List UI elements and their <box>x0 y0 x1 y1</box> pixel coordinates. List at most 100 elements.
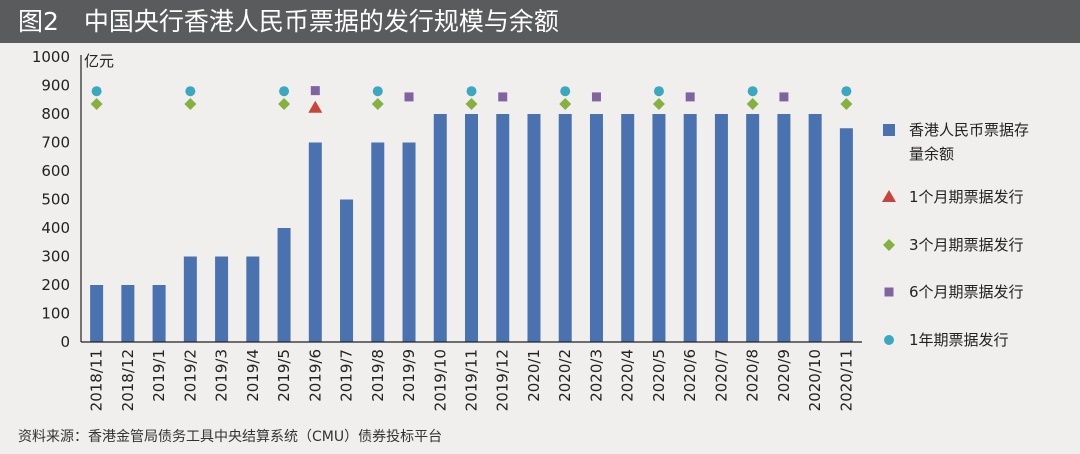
balance-bar <box>839 128 853 342</box>
x-axis-ticks: 2018/11 2018/12 2019/1 2019/2 2019/3 2019/4 20… <box>88 349 856 411</box>
three-month-issuance-marker <box>652 98 665 111</box>
x-tick-label: 2019/5 <box>275 349 293 402</box>
legend-label: 6个月期票据发行 <box>909 283 1024 301</box>
y-tick-label: 200 <box>41 276 70 294</box>
balance-bar <box>465 114 478 342</box>
balance-bar <box>621 114 635 342</box>
legend-six-month-issuance-swatch <box>884 287 894 297</box>
y-tick-label: 400 <box>41 219 70 237</box>
balance-bar <box>558 114 572 342</box>
legend-label: 香港人民币票据存 <box>909 121 1029 139</box>
six-month-issuance-marker <box>779 92 789 102</box>
x-tick-label: 2019/10 <box>431 349 449 411</box>
source-note: 资料来源：香港金管局债务工具中央结算系统（CMU）债券投标平台 <box>18 429 443 445</box>
balance-bar <box>652 114 666 342</box>
legend-three-month-issuance-swatch <box>883 239 895 251</box>
x-tick-label: 2020/1 <box>525 349 543 402</box>
y-axis-unit-label: 亿元 <box>84 52 114 70</box>
balance-bar <box>277 228 291 342</box>
y-tick-label: 0 <box>60 333 70 351</box>
x-tick-label: 2019/1 <box>150 349 168 402</box>
six-month-issuance-marker <box>591 92 601 102</box>
balance-bar <box>746 114 760 342</box>
x-tick-label: 2020/7 <box>712 349 730 402</box>
legend-label: 3个月期票据发行 <box>909 236 1024 254</box>
balance-bar <box>90 285 104 342</box>
balance-bar <box>527 114 541 342</box>
six-month-issuance-marker <box>498 92 508 102</box>
three-month-issuance-marker <box>184 98 197 111</box>
one-year-issuance-marker <box>279 86 290 97</box>
balance-bar <box>402 142 416 342</box>
y-tick-label: 600 <box>41 162 70 180</box>
balance-bar <box>246 256 260 342</box>
x-tick-label: 2020/10 <box>806 349 824 411</box>
balance-bar <box>371 142 385 342</box>
x-tick-label: 2018/11 <box>88 349 106 411</box>
x-tick-label: 2019/7 <box>338 349 356 402</box>
legend-one-month-issuance-swatch <box>882 190 896 202</box>
balance-bar <box>496 114 510 342</box>
one-year-issuance-marker <box>560 86 571 97</box>
y-tick-label: 900 <box>41 77 70 95</box>
y-tick-label: 700 <box>41 134 70 152</box>
legend-label: 1年期票据发行 <box>909 331 1009 349</box>
three-month-issuance-marker <box>90 98 103 111</box>
legend-one-year-issuance-swatch <box>884 335 894 345</box>
x-tick-label: 2019/12 <box>494 349 512 411</box>
six-month-issuance-marker <box>310 86 320 96</box>
x-tick-label: 2020/4 <box>619 349 637 402</box>
six-month-issuance-marker <box>404 92 414 102</box>
balance-bar <box>808 114 822 342</box>
three-month-issuance-marker <box>840 98 853 111</box>
three-month-issuance-marker <box>746 98 759 111</box>
balance-bar <box>308 142 322 342</box>
x-tick-label: 2020/6 <box>681 349 699 402</box>
balance-bar <box>589 114 603 342</box>
x-tick-label: 2019/3 <box>213 349 231 402</box>
issuance-markers <box>90 86 853 113</box>
y-tick-label: 800 <box>41 105 70 123</box>
y-tick-label: 100 <box>41 305 70 323</box>
title-bar: 图2 中国央行香港人民币票据的发行规模与余额 <box>0 0 1080 43</box>
x-tick-label: 2020/11 <box>837 349 855 411</box>
x-tick-label: 2019/11 <box>463 349 481 411</box>
one-month-issuance-marker <box>308 100 323 113</box>
x-tick-label: 2019/4 <box>244 349 262 402</box>
x-tick-label: 2019/6 <box>306 349 324 402</box>
three-month-issuance-marker <box>371 98 384 111</box>
balance-bar <box>152 285 166 342</box>
balance-bar <box>714 114 728 342</box>
chart-title: 图2 中国央行香港人民币票据的发行规模与余额 <box>18 7 559 36</box>
three-month-issuance-marker <box>278 98 291 111</box>
balance-bar <box>215 256 229 342</box>
one-year-issuance-marker <box>466 86 477 97</box>
one-year-issuance-marker <box>841 86 852 97</box>
x-tick-label: 2020/8 <box>744 349 762 402</box>
bar-series <box>90 114 853 342</box>
x-tick-label: 2019/8 <box>369 349 387 402</box>
y-tick-label: 1000 <box>32 48 70 66</box>
balance-bar <box>777 114 791 342</box>
one-year-issuance-marker <box>372 86 383 97</box>
x-tick-label: 2019/9 <box>400 349 418 402</box>
one-year-issuance-marker <box>747 86 758 97</box>
one-year-issuance-marker <box>91 86 102 97</box>
balance-bar <box>683 114 697 342</box>
y-axis-ticks: 0 100 200 300 400 500 600 700 800 900 1000 <box>32 48 70 351</box>
balance-bar <box>433 114 447 342</box>
three-month-issuance-marker <box>465 98 478 111</box>
one-year-issuance-marker <box>185 86 196 97</box>
x-tick-label: 2020/2 <box>556 349 574 402</box>
one-year-issuance-marker <box>653 86 664 97</box>
balance-bar <box>183 256 197 342</box>
legend-label: 量余额 <box>909 145 954 163</box>
x-tick-label: 2019/2 <box>181 349 199 402</box>
legend-bar-swatch <box>883 124 895 136</box>
x-tick-label: 2020/9 <box>775 349 793 402</box>
three-month-issuance-marker <box>559 98 572 111</box>
y-tick-label: 300 <box>41 248 70 266</box>
legend-label: 1个月期票据发行 <box>909 188 1024 206</box>
balance-bar <box>340 199 354 342</box>
